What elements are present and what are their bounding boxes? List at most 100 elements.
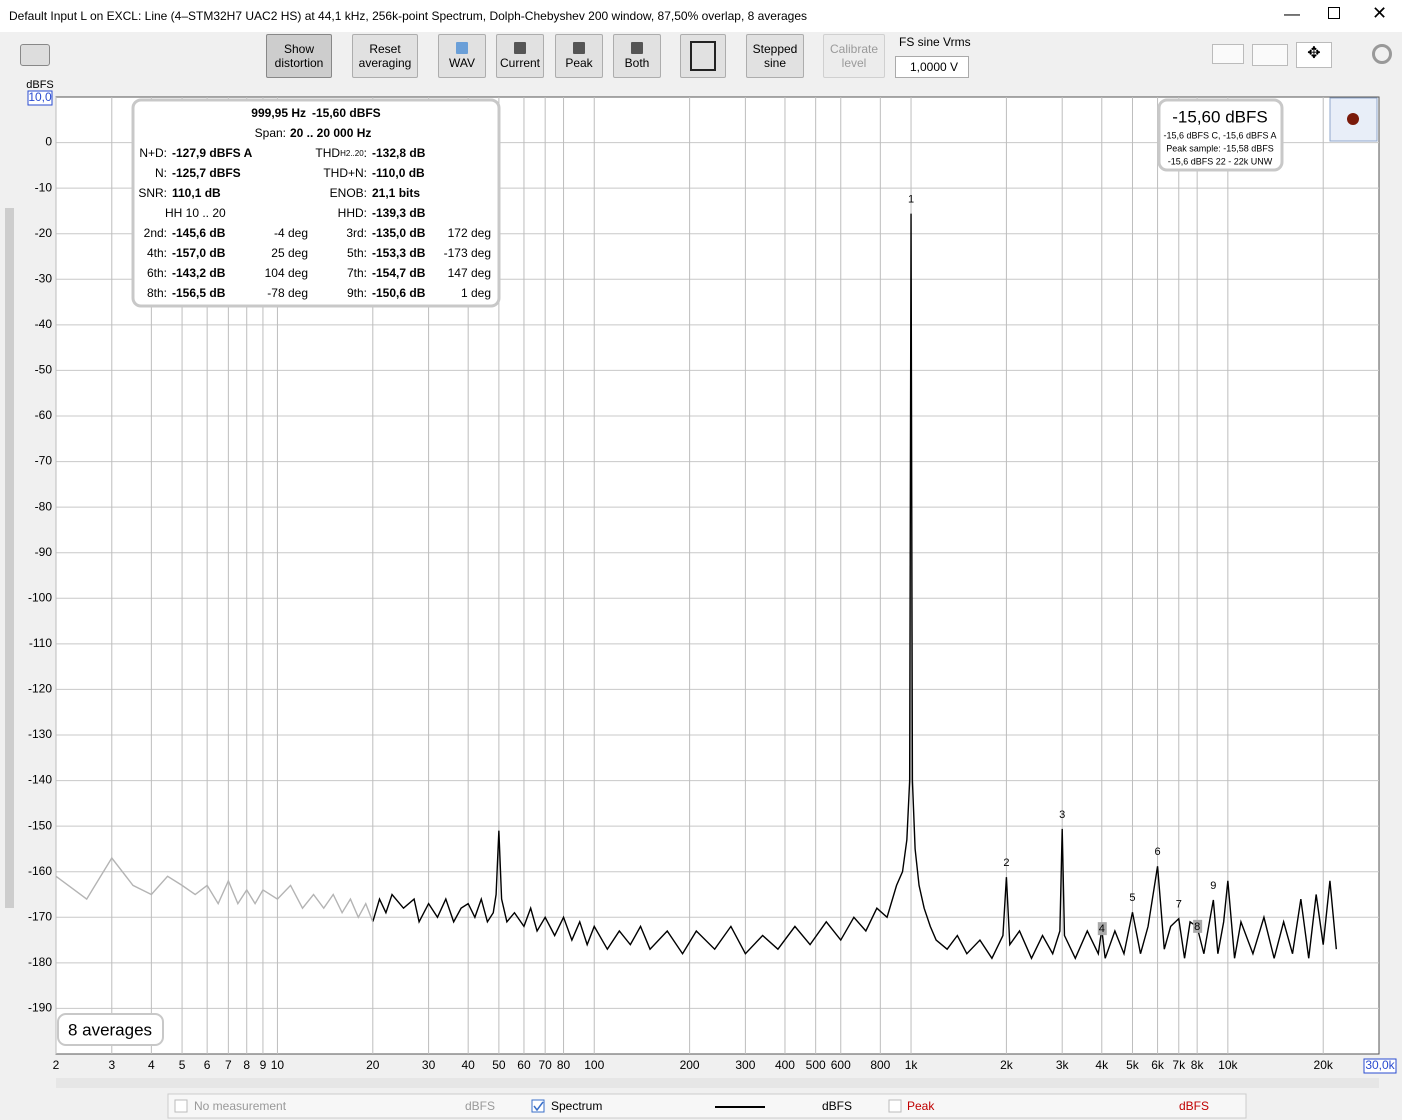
legend-box bbox=[167, 1093, 1247, 1119]
x-tick-label: 5 bbox=[179, 1058, 186, 1072]
x-tick-label: 100 bbox=[584, 1058, 604, 1072]
y-tick-label: -170 bbox=[28, 909, 52, 923]
y-tick-label: -180 bbox=[28, 955, 52, 969]
range-box bbox=[27, 90, 53, 106]
stats-cell: 104 deg bbox=[265, 266, 308, 280]
show-distortion-button[interactable]: Show distortion bbox=[266, 34, 332, 78]
layout-button[interactable] bbox=[1212, 44, 1244, 64]
reset-averaging-button[interactable]: Reset averaging bbox=[352, 34, 418, 78]
minimize-button[interactable]: — bbox=[1284, 6, 1300, 23]
y-tick-label: -70 bbox=[35, 454, 53, 468]
level-line: Peak sample: -15,58 dBFS bbox=[1166, 143, 1274, 153]
x-tick-label: 40 bbox=[461, 1058, 475, 1072]
thd-main: THD bbox=[315, 146, 340, 160]
stats-cell: 21,1 bits bbox=[372, 186, 420, 200]
h-scrollbar[interactable] bbox=[56, 1078, 1379, 1088]
stats-span-label: Span: bbox=[255, 126, 286, 140]
harmonic-marker: 5 bbox=[1129, 892, 1135, 904]
stats-cell: 7th: bbox=[347, 266, 367, 280]
y-tick-label: -100 bbox=[28, 590, 52, 604]
x-tick-label: 200 bbox=[680, 1058, 700, 1072]
checkbox[interactable] bbox=[531, 1099, 545, 1113]
settings-button[interactable] bbox=[1372, 44, 1392, 64]
both-button[interactable]: Both bbox=[613, 34, 661, 78]
legend-unit: dBFS bbox=[822, 1099, 852, 1113]
checkbox[interactable] bbox=[888, 1099, 902, 1113]
wav-button[interactable]: WAV bbox=[438, 34, 486, 78]
y-tick-label: -50 bbox=[35, 363, 53, 377]
harmonic-marker: 9 bbox=[1210, 880, 1216, 892]
x-tick-label: 2k bbox=[1000, 1058, 1014, 1072]
maximize-button[interactable] bbox=[1328, 7, 1340, 19]
thd-label: THDH2..20: bbox=[315, 146, 367, 160]
x-tick-label: 8k bbox=[1191, 1058, 1205, 1072]
y-tick-label: -80 bbox=[35, 499, 53, 513]
stats-cell: 8th: bbox=[147, 286, 167, 300]
x-tick-label: 80 bbox=[557, 1058, 571, 1072]
button-label: WAV bbox=[449, 56, 475, 70]
stats-cell: THD+N: bbox=[323, 166, 367, 180]
x-max-label[interactable]: 30,0k bbox=[1365, 1058, 1395, 1072]
stats-cell: -145,6 dB bbox=[172, 226, 226, 240]
x-tick-label: 3k bbox=[1056, 1058, 1070, 1072]
current-button[interactable]: Current bbox=[496, 34, 544, 78]
level-line: -15,6 dBFS 22 - 22k UNW bbox=[1168, 156, 1273, 166]
legend-entry: Peak bbox=[907, 1099, 935, 1113]
x-tick-label: 800 bbox=[870, 1058, 890, 1072]
y-tick-label: -150 bbox=[28, 818, 52, 832]
averages-label: 8 averages bbox=[68, 1020, 152, 1039]
stats-cell: 25 deg bbox=[271, 246, 308, 260]
button-label: Stepped bbox=[752, 42, 798, 56]
stats-cell: -173 deg bbox=[444, 246, 491, 260]
legend-entry: Spectrum bbox=[551, 1099, 602, 1113]
y-max-label[interactable]: 10,0 bbox=[28, 90, 52, 104]
level-line: -15,6 dBFS C, -15,6 dBFS A bbox=[1163, 130, 1276, 140]
stats-cell: -153,3 dB bbox=[372, 246, 426, 260]
stats-cell: -150,6 dB bbox=[372, 286, 426, 300]
scrollbar[interactable] bbox=[5, 208, 14, 908]
peak-button[interactable]: Peak bbox=[555, 34, 603, 78]
stats-cell: HHD: bbox=[338, 206, 367, 220]
y-tick-label: -120 bbox=[28, 682, 52, 696]
range-box bbox=[1363, 1058, 1397, 1074]
check-mark bbox=[533, 1101, 544, 1112]
stats-cell: 147 deg bbox=[448, 266, 491, 280]
button-label: averaging bbox=[358, 56, 412, 70]
checkbox[interactable] bbox=[174, 1099, 188, 1113]
zoom-button[interactable]: ✥ bbox=[1296, 42, 1332, 68]
button-label: level bbox=[841, 56, 867, 70]
stats-cell: -125,7 dBFS bbox=[172, 166, 241, 180]
columns-button[interactable] bbox=[1252, 44, 1288, 66]
x-tick-label: 600 bbox=[831, 1058, 851, 1072]
stats-cell: 172 deg bbox=[448, 226, 491, 240]
stats-cell: ENOB: bbox=[330, 186, 367, 200]
spectrum-line bbox=[55, 856, 374, 923]
stats-span: 20 .. 20 000 Hz bbox=[290, 126, 371, 140]
harmonic-marker-box bbox=[1097, 922, 1107, 936]
stats-box bbox=[131, 98, 501, 308]
x-tick-label: 2 bbox=[53, 1058, 60, 1072]
button-label: Peak bbox=[565, 56, 593, 70]
record-icon bbox=[1347, 113, 1359, 125]
x-tick-label: 10 bbox=[271, 1058, 285, 1072]
stats-cell: -110,0 dB bbox=[372, 166, 425, 180]
stats-cell: -4 deg bbox=[274, 226, 308, 240]
stats-cell: -127,9 dBFS A bbox=[172, 146, 253, 160]
y-tick-label: -190 bbox=[28, 1001, 52, 1015]
close-button[interactable]: ✕ bbox=[1372, 3, 1388, 23]
stats-cell: 5th: bbox=[347, 246, 367, 260]
button-label: Both bbox=[624, 56, 650, 70]
y-tick-label: 0 bbox=[45, 135, 52, 149]
fs-input[interactable]: 1,0000 V bbox=[895, 56, 969, 78]
thd-sub: H2..20 bbox=[340, 149, 364, 158]
title-bar: Default Input L on EXCL: Line (4–STM32H7… bbox=[0, 0, 1402, 32]
stepped-sine-button[interactable]: Stepped sine bbox=[746, 34, 804, 78]
legend-bar: No measurement dBFS Spectrum dBFS Peak d… bbox=[167, 1093, 1247, 1119]
stats-cell: 110,1 dB bbox=[172, 186, 221, 200]
export-button[interactable] bbox=[680, 34, 726, 78]
x-tick-label: 70 bbox=[538, 1058, 552, 1072]
screenshot-button[interactable] bbox=[20, 44, 50, 66]
calibrate-level-button[interactable]: Calibrate level bbox=[823, 34, 885, 78]
x-tick-label: 4k bbox=[1095, 1058, 1109, 1072]
